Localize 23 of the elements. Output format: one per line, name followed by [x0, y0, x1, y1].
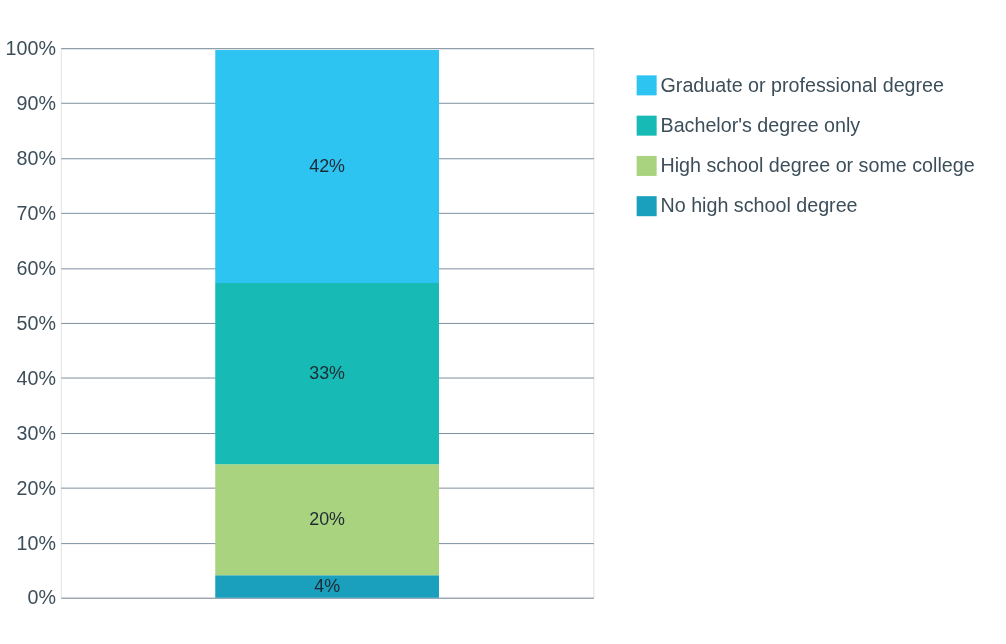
y-tick-label: 40%	[16, 366, 56, 389]
legend-label: No high school degree	[660, 194, 858, 217]
bar	[215, 49, 440, 283]
data-label: 20%	[309, 509, 346, 530]
y-tick-label: 60%	[16, 256, 56, 279]
bar	[215, 282, 440, 465]
y-tick-label: 80%	[16, 146, 56, 169]
y-tick-label: 50%	[16, 311, 56, 334]
bar	[215, 464, 440, 576]
data-label: 33%	[309, 362, 346, 383]
y-tick-label: 30%	[16, 421, 56, 444]
y-tick-label: 70%	[16, 201, 56, 224]
y-tick-label: 100%	[5, 36, 56, 59]
y-tick-label: 20%	[16, 476, 56, 499]
y-tick-label: 0%	[27, 586, 56, 609]
data-label: 42%	[309, 155, 346, 176]
y-tick-label: 10%	[16, 531, 56, 554]
data-label: 4%	[314, 575, 341, 596]
legend-label: High school degree or some college	[660, 154, 975, 177]
legend-label: Graduate or professional degree	[660, 73, 945, 96]
legend-label: Bachelor's degree only	[660, 113, 861, 136]
y-tick-label: 90%	[16, 91, 56, 114]
bar	[215, 575, 440, 598]
